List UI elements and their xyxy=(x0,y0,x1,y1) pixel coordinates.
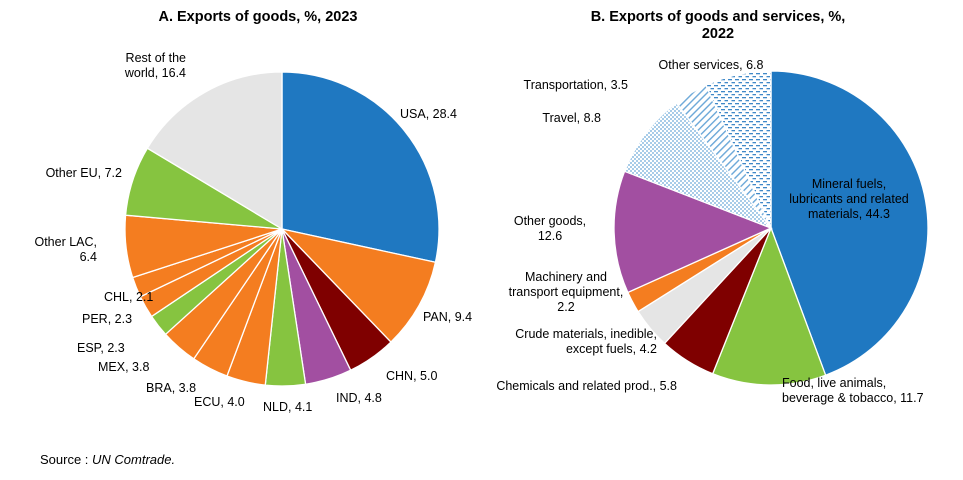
slice-label-bra-3-8: BRA, 3.8 xyxy=(146,381,196,395)
slice-label-other-lac-6-4: Other LAC, 6.4 xyxy=(34,235,97,264)
source-name: UN Comtrade. xyxy=(92,452,176,467)
slice-label-usa-28-4: USA, 28.4 xyxy=(400,107,457,121)
slice-label-rest-of-the-world-16-4: Rest of the world, 16.4 xyxy=(124,51,186,80)
slice-label-mineral-fuels-lubricants-and-related-mat: Mineral fuels, lubricants and related mate… xyxy=(789,177,909,221)
slice-label-chemicals-and-related-prod-5-8: Chemicals and related prod., 5.8 xyxy=(496,379,677,393)
chart-a-exports-of-goods: A. Exports of goods, %, 2023 USA, 28.4 PAN… xyxy=(34,9,472,414)
slice-label-chn-5-0: CHN, 5.0 xyxy=(386,369,437,383)
pie-slice-other-goods-12-6 xyxy=(613,170,773,294)
chart-title: B. Exports of goods and services, %, 2022 xyxy=(591,9,846,42)
pie-slice-usa-28-4 xyxy=(281,71,440,264)
slice-label-food-live-animals-beverage-tobacco-11-7: Food, live animals, beverage & tobacco, 1… xyxy=(782,376,924,405)
slice-label-chl-2-1: CHL, 2.1 xyxy=(104,290,153,304)
slice-label-other-eu-7-2: Other EU, 7.2 xyxy=(46,166,122,180)
slice-label-other-goods-12-6: Other goods, 12.6 xyxy=(514,214,586,243)
slice-label-other-services-6-8: Other services, 6.8 xyxy=(659,58,764,72)
slice-label-ecu-4-0: ECU, 4.0 xyxy=(194,395,245,409)
slice-label-esp-2-3: ESP, 2.3 xyxy=(77,341,125,355)
slice-label-transportation-3-5: Transportation, 3.5 xyxy=(524,78,629,92)
pie-slice-pan-9-4 xyxy=(280,227,437,344)
slice-label-travel-8-8: Travel, 8.8 xyxy=(542,111,601,125)
slice-label-nld-4-1: NLD, 4.1 xyxy=(263,400,312,414)
source-note: Source : UN Comtrade. xyxy=(40,452,175,467)
slice-label-crude-materials-inedible-except-fuels-4-: Crude materials, inedible, except fuels, … xyxy=(515,327,657,356)
pie-slice-other-services-6-8 xyxy=(705,70,772,229)
slice-label-ind-4-8: IND, 4.8 xyxy=(336,391,382,405)
chart-b-exports-of-goods-and-services: B. Exports of goods and services, %, 2022… xyxy=(496,9,929,405)
pie-slice-mineral-fuels-lubricants-and-related-mat xyxy=(770,70,929,377)
pie-slice-rest-of-the-world-16-4 xyxy=(146,71,283,231)
slice-label-per-2-3: PER, 2.3 xyxy=(82,312,132,326)
chart-title: A. Exports of goods, %, 2023 xyxy=(158,9,357,25)
slice-label-mex-3-8: MEX, 3.8 xyxy=(98,360,149,374)
slice-label-machinery-and-transport-equipment-2-2: Machinery and transport equipment, 2.2 xyxy=(509,270,624,314)
pie-slice-travel-8-8 xyxy=(623,101,773,230)
pie-slice-food-live-animals-beverage-tobacco-11-7 xyxy=(711,226,827,386)
source-prefix: Source : xyxy=(40,452,93,467)
slice-label-pan-9-4: PAN, 9.4 xyxy=(423,310,472,324)
